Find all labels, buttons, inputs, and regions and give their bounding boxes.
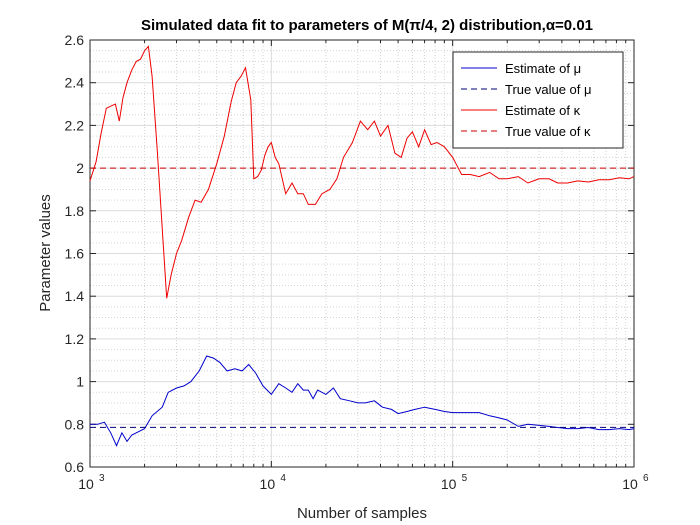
x-tick-label: 10 bbox=[622, 476, 638, 492]
chart-title: Simulated data fit to parameters of M(π/… bbox=[141, 17, 593, 34]
legend-label-1: True value of μ bbox=[505, 82, 592, 97]
x-tick-label: 10 bbox=[441, 476, 457, 492]
legend: Estimate of μ True value of μ Estimate of … bbox=[452, 51, 624, 149]
axis-ticks: 10 3 10 4 10 5 10 6 0.6 0.8 1 1.2 1.4 1.6 1.8 2 2.2 2.4 2.… bbox=[65, 32, 649, 492]
y-tick-label: 2.6 bbox=[65, 32, 85, 48]
y-tick-label: 1.8 bbox=[65, 203, 85, 219]
y-tick-label: 1.4 bbox=[65, 288, 85, 304]
grid bbox=[89, 39, 635, 468]
series-line-2 bbox=[89, 45, 635, 299]
y-tick-label: 1.2 bbox=[65, 331, 85, 347]
x-axis-label: Number of samples bbox=[297, 505, 427, 522]
legend-label-3: True value of κ bbox=[505, 124, 591, 139]
x-tick-label: 10 bbox=[260, 476, 276, 492]
x-tick-exponent: 4 bbox=[280, 473, 286, 484]
y-axis-label: Parameter values bbox=[37, 194, 54, 312]
x-tick-label: 10 bbox=[78, 476, 94, 492]
x-tick-exponent: 6 bbox=[643, 473, 649, 484]
series-line-0 bbox=[90, 355, 635, 447]
y-tick-label: 0.6 bbox=[65, 459, 85, 475]
y-tick-label: 2.2 bbox=[65, 117, 85, 133]
series-lines bbox=[89, 45, 635, 447]
y-tick-label: 0.8 bbox=[65, 416, 85, 432]
legend-label-0: Estimate of μ bbox=[505, 61, 581, 76]
y-tick-label: 2.4 bbox=[65, 75, 85, 91]
y-tick-label: 2 bbox=[76, 160, 84, 176]
x-tick-exponent: 3 bbox=[99, 473, 105, 484]
x-tick-exponent: 5 bbox=[462, 473, 468, 484]
y-tick-label: 1.6 bbox=[65, 246, 85, 262]
y-tick-label: 1 bbox=[76, 374, 84, 390]
legend-label-2: Estimate of κ bbox=[505, 103, 581, 118]
